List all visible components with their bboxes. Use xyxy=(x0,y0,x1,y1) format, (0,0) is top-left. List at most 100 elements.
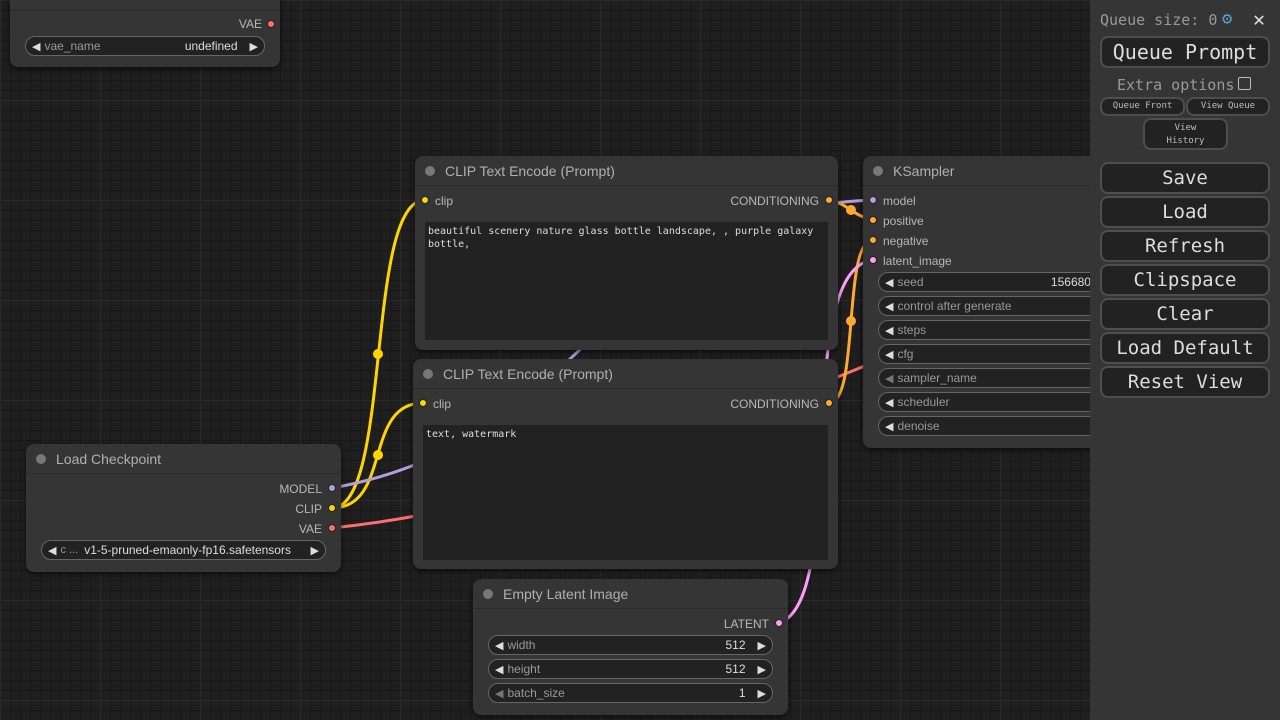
sidebar-menu: Queue size: 0 ⚙ ✕ Queue Prompt Extra opt… xyxy=(1090,0,1280,720)
reset-view-button[interactable]: Reset View xyxy=(1100,366,1270,398)
collapse-dot-icon[interactable] xyxy=(425,166,435,176)
widget-label: seed xyxy=(897,275,924,289)
save-button[interactable]: Save xyxy=(1100,162,1270,194)
widget-value: 1 xyxy=(738,686,746,700)
decrement-arrow-icon[interactable]: ◀ xyxy=(885,396,894,409)
view-queue-button[interactable]: View Queue xyxy=(1186,97,1270,116)
clip-text-encode-positive-node[interactable]: CLIP Text Encode (Prompt) clip CONDITION… xyxy=(415,156,838,350)
input-clip-slot[interactable] xyxy=(419,399,427,407)
increment-arrow-icon[interactable]: ▶ xyxy=(310,544,319,557)
input-clip-slot[interactable] xyxy=(421,196,429,204)
settings-gear-icon[interactable]: ⚙ xyxy=(1222,9,1233,29)
close-icon[interactable]: ✕ xyxy=(1253,7,1266,31)
widget-label: cfg xyxy=(897,347,914,361)
widget-ksampler-widgets-6[interactable]: ◀ denoise xyxy=(878,416,1090,436)
output-clip-label: CLIP xyxy=(295,502,322,516)
input-latent-label: latent_image xyxy=(883,254,952,268)
output-conditioning-label: CONDITIONING xyxy=(730,397,819,411)
ksampler-node[interactable]: KSampler model positive negative latent_… xyxy=(863,156,1090,448)
prompt-textarea[interactable]: beautiful scenery nature glass bottle la… xyxy=(425,222,828,340)
widget-label: vae_name xyxy=(44,39,101,53)
link-midpoint xyxy=(373,450,383,460)
node-title: CLIP Text Encode (Prompt) xyxy=(445,162,615,179)
output-clip-slot[interactable] xyxy=(328,504,336,512)
decrement-arrow-icon[interactable]: ◀ xyxy=(885,372,894,385)
widget-value: v1-5-pruned-emaonly-fp16.safetensors xyxy=(84,543,291,557)
graph-canvas[interactable]: VAE ◀ vae_name undefined ▶ CLIP Text Enc… xyxy=(0,0,1090,720)
decrement-arrow-icon[interactable]: ◀ xyxy=(885,420,894,433)
decrement-arrow-icon[interactable]: ◀ xyxy=(495,639,504,652)
widget-label: width xyxy=(507,638,536,652)
vae-loader-node[interactable]: VAE ◀ vae_name undefined ▶ xyxy=(10,0,280,67)
widget-ksampler-widgets-2[interactable]: ◀ steps xyxy=(878,320,1090,340)
prompt-textarea[interactable]: text, watermark xyxy=(423,425,828,560)
link-midpoint xyxy=(846,316,856,326)
widget-value: 512 xyxy=(725,662,746,676)
decrement-arrow-icon[interactable]: ◀ xyxy=(885,276,894,289)
input-model-slot[interactable] xyxy=(869,196,877,204)
decrement-arrow-icon[interactable]: ◀ xyxy=(48,544,57,557)
queue-front-button[interactable]: Queue Front xyxy=(1100,97,1185,116)
collapse-dot-icon[interactable] xyxy=(873,166,883,176)
collapse-dot-icon[interactable] xyxy=(423,369,433,379)
link-midpoint xyxy=(373,349,383,359)
increment-arrow-icon[interactable]: ▶ xyxy=(249,40,258,53)
refresh-button[interactable]: Refresh xyxy=(1100,230,1270,262)
increment-arrow-icon[interactable]: ▶ xyxy=(757,639,766,652)
increment-arrow-icon[interactable]: ▶ xyxy=(757,687,766,700)
output-vae-label: VAE xyxy=(238,17,262,31)
link-midpoint xyxy=(846,205,856,215)
load-button[interactable]: Load xyxy=(1100,196,1270,228)
collapse-dot-icon[interactable] xyxy=(483,589,493,599)
extra-options-label: Extra options xyxy=(1117,76,1235,94)
widget-label: control after generate xyxy=(897,299,1012,313)
output-vae-slot[interactable] xyxy=(328,524,336,532)
node-title: CLIP Text Encode (Prompt) xyxy=(443,365,613,382)
input-clip-label: clip xyxy=(433,397,452,411)
queue-prompt-button[interactable]: Queue Prompt xyxy=(1100,36,1270,68)
widget-latent-widgets-1[interactable]: ◀ height 512 ▶ xyxy=(488,659,773,679)
clip-text-encode-negative-node[interactable]: CLIP Text Encode (Prompt) clip CONDITION… xyxy=(413,359,838,569)
collapse-dot-icon[interactable] xyxy=(36,454,46,464)
decrement-arrow-icon[interactable]: ◀ xyxy=(32,40,41,53)
widget-ksampler-widgets-5[interactable]: ◀ scheduler xyxy=(878,392,1090,412)
output-vae-label: VAE xyxy=(298,522,322,536)
empty-latent-image-node[interactable]: Empty Latent Image LATENT ◀ width 512 ▶ ◀ hei… xyxy=(473,579,788,715)
decrement-arrow-icon[interactable]: ◀ xyxy=(495,687,504,700)
extra-options-checkbox[interactable] xyxy=(1238,77,1251,90)
ckpt-name-widget[interactable]: ◀ c ... v1-5-pruned-emaonly-fp16.safeten… xyxy=(41,540,326,560)
load-checkpoint-node[interactable]: Load Checkpoint MODEL CLIP VAE ◀ c ... v… xyxy=(26,444,341,572)
view-history-button[interactable]: View History xyxy=(1143,118,1228,150)
load-default-button[interactable]: Load Default xyxy=(1100,332,1270,364)
decrement-arrow-icon[interactable]: ◀ xyxy=(885,348,894,361)
input-negative-slot[interactable] xyxy=(869,236,877,244)
widget-value: 156680208 xyxy=(1050,275,1090,289)
widget-ksampler-widgets-0[interactable]: ◀seed 156680208 xyxy=(878,272,1090,292)
widget-ksampler-widgets-1[interactable]: ◀control after generateran xyxy=(878,296,1090,316)
widget-ksampler-widgets-3[interactable]: ◀ cfg xyxy=(878,344,1090,364)
output-model-slot[interactable] xyxy=(328,484,336,492)
output-conditioning-slot[interactable] xyxy=(825,399,833,407)
node-title: Empty Latent Image xyxy=(503,585,629,602)
output-latent-slot[interactable] xyxy=(775,619,783,627)
output-latent-label: LATENT xyxy=(723,617,769,631)
decrement-arrow-icon[interactable]: ◀ xyxy=(495,663,504,676)
clear-button[interactable]: Clear xyxy=(1100,298,1270,330)
input-positive-slot[interactable] xyxy=(869,216,877,224)
input-positive-label: positive xyxy=(883,214,924,228)
output-conditioning-label: CONDITIONING xyxy=(730,194,819,208)
decrement-arrow-icon[interactable]: ◀ xyxy=(885,324,894,337)
widget-label: height xyxy=(507,662,541,676)
widget-ksampler-widgets-4[interactable]: ◀ sampler_name xyxy=(878,368,1090,388)
increment-arrow-icon[interactable]: ▶ xyxy=(757,663,766,676)
output-conditioning-slot[interactable] xyxy=(825,196,833,204)
clipspace-button[interactable]: Clipspace xyxy=(1100,264,1270,296)
queue-size-label: Queue size: 0 xyxy=(1100,11,1218,29)
output-vae-slot[interactable] xyxy=(267,20,275,28)
widget-latent-widgets-2[interactable]: ◀ batch_size 1 ▶ xyxy=(488,683,773,703)
input-latent-slot[interactable] xyxy=(869,256,877,264)
decrement-arrow-icon[interactable]: ◀ xyxy=(885,300,894,313)
input-model-label: model xyxy=(883,194,916,208)
widget-latent-widgets-0[interactable]: ◀ width 512 ▶ xyxy=(488,635,773,655)
vae-name-widget[interactable]: ◀ vae_name undefined ▶ xyxy=(25,36,265,56)
